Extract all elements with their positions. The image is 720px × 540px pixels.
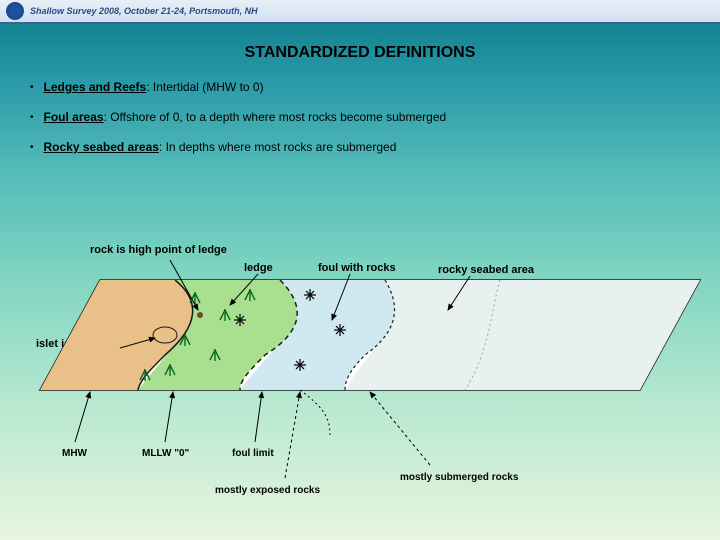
bullet-rocky: Rocky seabed areas: In depths where most… xyxy=(30,140,720,156)
cross-section-diagram xyxy=(0,260,720,540)
noaa-logo-icon xyxy=(6,2,24,20)
bullet-ledges: Ledges and Reefs: Intertidal (MHW to 0) xyxy=(30,80,720,96)
slide-header: Shallow Survey 2008, October 21-24, Port… xyxy=(0,0,720,24)
header-text: Shallow Survey 2008, October 21-24, Port… xyxy=(30,6,258,16)
bullet-list: Ledges and Reefs: Intertidal (MHW to 0) … xyxy=(30,80,720,156)
slide-title: STANDARDIZED DEFINITIONS xyxy=(0,44,720,62)
bullet-foul: Foul areas: Offshore of 0, to a depth wh… xyxy=(30,110,720,126)
label-rock-high: rock is high point of ledge xyxy=(90,244,227,256)
